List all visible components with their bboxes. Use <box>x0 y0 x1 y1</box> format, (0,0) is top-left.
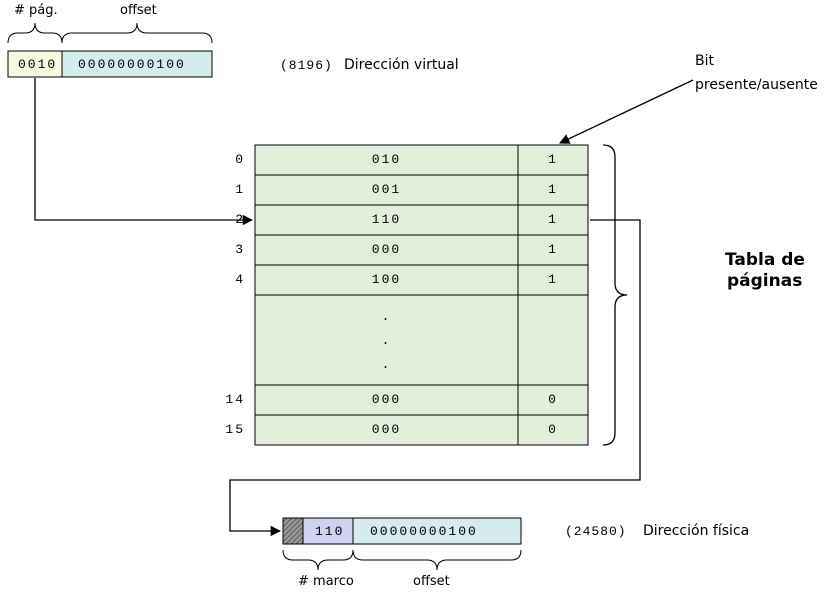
pt-idx-4: 4 <box>215 272 245 287</box>
pt-ell-1: . <box>255 309 518 324</box>
pt-frame-4: 100 <box>255 272 518 287</box>
pt-bit-2: 1 <box>518 212 588 227</box>
pt-ell-2: . <box>255 333 518 348</box>
table-text-layer: 0010110011211013000141001...140000150000 <box>0 0 839 605</box>
pt-frame-2: 110 <box>255 212 518 227</box>
pt-ell-3: . <box>255 357 518 372</box>
pt-bit-0: 1 <box>518 152 588 167</box>
pt-frame-3: 000 <box>255 242 518 257</box>
pt-frame-15: 000 <box>255 422 518 437</box>
pt-idx-15: 15 <box>215 422 245 437</box>
pt-bit-15: 0 <box>518 422 588 437</box>
pt-frame-1: 001 <box>255 182 518 197</box>
pt-bit-3: 1 <box>518 242 588 257</box>
pt-frame-14: 000 <box>255 392 518 407</box>
pt-idx-14: 14 <box>215 392 245 407</box>
pt-bit-1: 1 <box>518 182 588 197</box>
pt-idx-0: 0 <box>215 152 245 167</box>
pt-frame-0: 010 <box>255 152 518 167</box>
pt-idx-3: 3 <box>215 242 245 257</box>
pt-idx-1: 1 <box>215 182 245 197</box>
pt-bit-14: 0 <box>518 392 588 407</box>
pt-idx-2: 2 <box>215 212 245 227</box>
pt-bit-4: 1 <box>518 272 588 287</box>
